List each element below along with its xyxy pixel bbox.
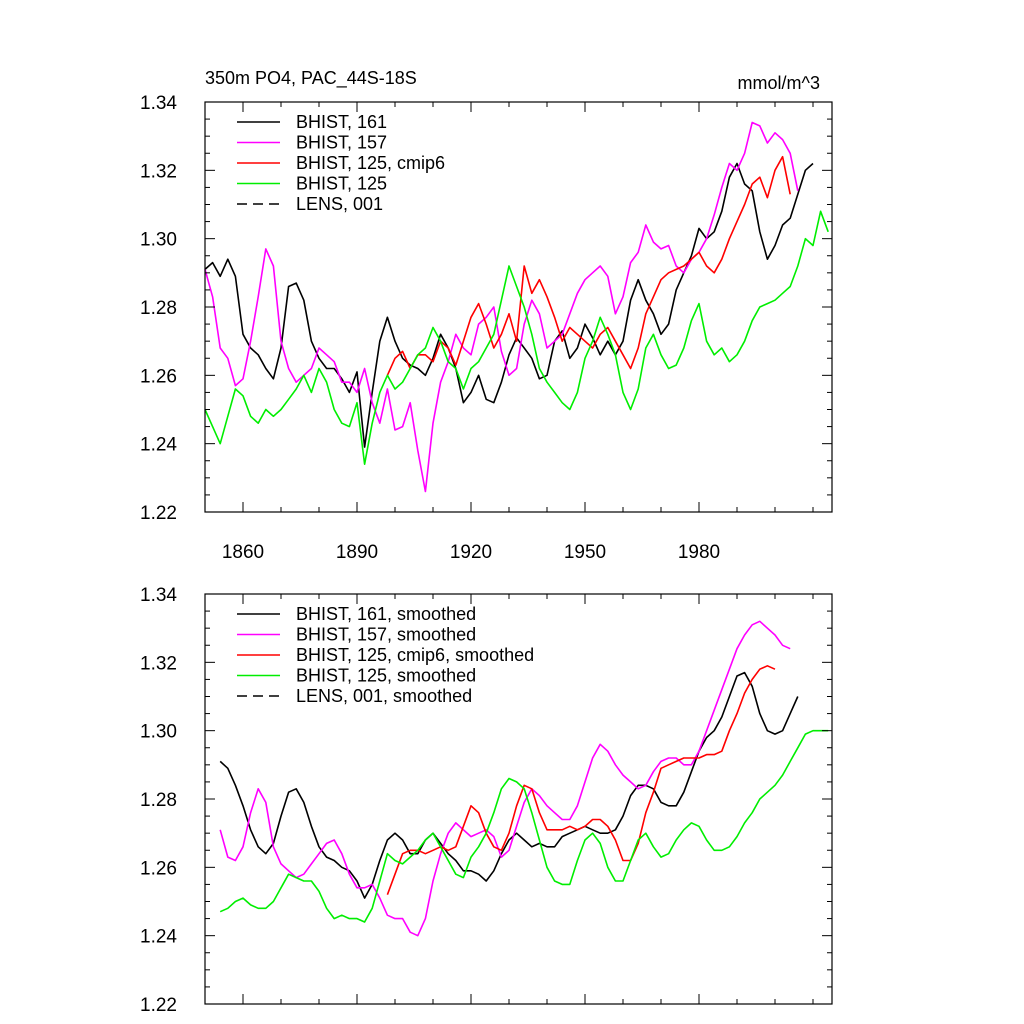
y-tick-label: 1.32 — [140, 653, 177, 674]
series-line-bhist-125-cmip6-smoothed — [386, 664, 776, 895]
legend-label-lens-001: LENS, 001 — [296, 194, 383, 214]
y-tick-label: 1.22 — [140, 995, 177, 1016]
x-tick-label: 1920 — [450, 542, 492, 563]
legend-label-bhist-125-smoothed: BHIST, 125, smoothed — [296, 666, 476, 686]
units-label: mmol/m^3 — [738, 73, 820, 93]
y-tick-label: 1.22 — [140, 503, 177, 524]
y-tick-label: 1.34 — [140, 93, 177, 114]
x-tick-label: 1950 — [564, 542, 606, 563]
y-tick-label: 1.24 — [140, 435, 177, 456]
legend-label-lens-001-smoothed: LENS, 001, smoothed — [296, 686, 472, 706]
series-line-bhist-125-cmip6 — [386, 155, 791, 376]
y-tick-label: 1.30 — [140, 230, 177, 251]
x-tick-label: 1890 — [336, 542, 378, 563]
panel-top: 1.22 1.24 1.26 1.28 1.30 1.32 1.34 1860 1890 1920… — [140, 68, 833, 563]
y-tick-label: 1.34 — [140, 585, 177, 606]
series-line-bhist-161 — [204, 162, 814, 448]
y-tick-label: 1.30 — [140, 722, 177, 743]
series-line-bhist-157 — [204, 121, 799, 493]
y-tick-label: 1.32 — [140, 161, 177, 182]
legend-label-bhist-157: BHIST, 157 — [296, 133, 387, 153]
legend-label-bhist-125: BHIST, 125 — [296, 174, 387, 194]
chart-title: 350m PO4, PAC_44S-18S — [205, 68, 417, 89]
legend-label-bhist-157-smoothed: BHIST, 157, smoothed — [296, 625, 476, 645]
legend-label-bhist-161: BHIST, 161 — [296, 112, 387, 132]
y-tick-label: 1.28 — [140, 298, 177, 319]
series-line-bhist-125-smoothed — [219, 729, 829, 923]
y-tick-label: 1.28 — [140, 790, 177, 811]
series-line-bhist-161-smoothed — [219, 671, 799, 899]
y-tick-label: 1.26 — [140, 858, 177, 879]
y-tick-label: 1.24 — [140, 927, 177, 948]
legend-label-bhist-125-cmip6-smoothed: BHIST, 125, cmip6, smoothed — [296, 645, 534, 665]
panel-bottom: 1.22 1.24 1.26 1.28 1.30 1.32 1.34 BHIST, 161, … — [140, 585, 833, 1016]
legend-label-bhist-125-cmip6: BHIST, 125, cmip6 — [296, 153, 445, 173]
x-tick-label: 1980 — [678, 542, 720, 563]
y-tick-label: 1.26 — [140, 366, 177, 387]
x-tick-label: 1860 — [222, 542, 264, 563]
series-line-bhist-125 — [204, 210, 829, 466]
legend-label-bhist-161-smoothed: BHIST, 161, smoothed — [296, 604, 476, 624]
